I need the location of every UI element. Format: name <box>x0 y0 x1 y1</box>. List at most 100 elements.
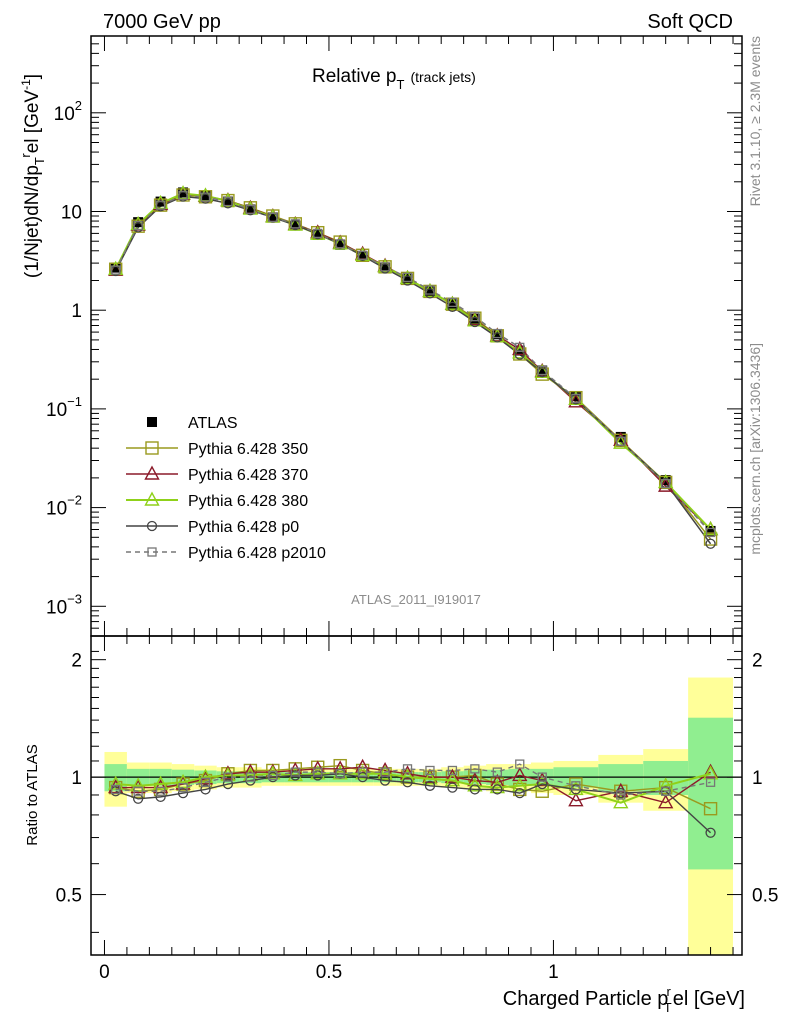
legend-entry: Pythia 6.428 380 <box>126 491 308 510</box>
ratio-y-tick-label: 2 <box>71 651 82 672</box>
ratio-point <box>178 782 188 793</box>
data-point <box>268 212 278 223</box>
ratio-point <box>333 758 347 773</box>
legend-marker <box>147 547 157 557</box>
main-y-tick-label: 1 <box>71 301 82 322</box>
legend-marker <box>145 441 159 455</box>
ratio-point <box>661 786 671 796</box>
ratio-point <box>220 766 236 782</box>
main-ylabel: (1/Njet)dN/dpTrel [GeV-1] <box>18 74 47 278</box>
ratio-ylabel: Ratio to ATLAS <box>24 744 41 845</box>
data-point <box>267 212 278 223</box>
ratio-y-tick-label-right: 0.5 <box>752 886 778 907</box>
ratio-y-tick-label-right: 1 <box>752 768 763 789</box>
ratio-uncertainty-bands <box>104 677 734 955</box>
x-tick-label: 0 <box>99 962 110 983</box>
ratio-point <box>155 791 166 803</box>
data-point <box>703 532 718 546</box>
data-point <box>705 525 716 536</box>
data-point <box>616 436 626 446</box>
data-point <box>469 313 480 324</box>
x-axis-label: Charged Particle pr Tel [GeV] <box>503 984 745 1015</box>
data-point <box>705 527 716 538</box>
data-point <box>613 434 629 449</box>
ratio-point <box>512 766 528 782</box>
ratio-point <box>290 767 300 777</box>
legend-entry: Pythia 6.428 p2010 <box>126 545 326 562</box>
ratio-point <box>268 770 278 781</box>
ratio-y-tick-label-right: 2 <box>752 651 763 672</box>
ratio-point <box>470 764 480 774</box>
data-point <box>245 204 256 215</box>
legend-label: ATLAS <box>188 415 238 432</box>
band-inner-bin <box>688 717 734 870</box>
legend-entry: Pythia 6.428 370 <box>126 465 308 484</box>
axes: 10−3 10−2 10−1 1 10 102 0 0.5 1 0.5 0.5 1 1 2 2 <box>46 35 778 983</box>
ratio-point <box>568 792 584 807</box>
side-label-top: Rivet 3.1.10, ≥ 2.3M events <box>747 36 763 206</box>
ratio-point <box>133 786 143 796</box>
data-point <box>512 341 528 356</box>
legend-label: Pythia 6.428 370 <box>188 467 308 484</box>
legend: ATLAS Pythia 6.428 350 Pythia 6.428 370 Pyt… <box>126 415 326 562</box>
data-point <box>537 365 548 376</box>
ratio-point <box>537 778 548 790</box>
ratio-point <box>222 778 234 790</box>
data-point <box>290 220 301 231</box>
series-4-line <box>115 195 712 545</box>
legend-label: Pythia 6.428 350 <box>188 441 308 458</box>
ratio-point <box>377 765 393 780</box>
ratio-point <box>424 780 436 791</box>
ratio-point <box>108 775 124 790</box>
ratio-point <box>444 768 461 783</box>
ratio-point <box>422 770 438 785</box>
analysis-label: ATLAS_2011_I919017 <box>351 592 481 607</box>
ratio-point <box>380 767 390 777</box>
data-point <box>312 229 323 240</box>
data-point <box>658 477 674 492</box>
ratio-point <box>422 768 438 783</box>
ratio-point <box>155 786 166 796</box>
data-point <box>425 285 435 295</box>
data-point <box>514 349 525 360</box>
data-point <box>402 273 413 284</box>
ratio-point <box>514 787 525 799</box>
data-point <box>335 239 346 250</box>
x-tick-label: 0.5 <box>316 962 342 983</box>
ratio-point <box>200 784 211 795</box>
ratio-point <box>702 763 719 778</box>
data-point <box>661 478 671 489</box>
ratio-point <box>265 765 281 780</box>
ratio-point <box>658 794 674 809</box>
main-title: Relative pT (track jets) <box>312 66 476 92</box>
ratio-point <box>705 777 716 787</box>
ratio-frame <box>90 635 743 956</box>
ratio-point <box>223 772 233 782</box>
legend-entry: Pythia 6.428 p0 <box>126 519 299 536</box>
data-point <box>537 365 547 376</box>
data-point <box>469 316 481 328</box>
ratio-point <box>132 793 144 804</box>
data-point <box>335 239 345 249</box>
data-point <box>447 297 458 308</box>
data-point <box>568 393 584 408</box>
legend-marker <box>147 417 157 427</box>
data-point <box>492 328 502 339</box>
ratio-point <box>467 777 483 792</box>
legend-entry: Pythia 6.428 350 <box>126 441 308 458</box>
main-series <box>108 185 719 549</box>
ratio-point <box>616 790 626 800</box>
data-point <box>222 196 233 207</box>
data-point <box>380 262 391 273</box>
data-point <box>380 262 390 272</box>
ratio-point <box>613 794 629 809</box>
ratio-point <box>447 782 458 793</box>
data-point <box>223 196 233 207</box>
data-point <box>133 220 143 231</box>
data-point <box>357 250 368 260</box>
ratio-point <box>313 767 323 777</box>
legend-marker <box>144 491 160 506</box>
ratio-point <box>705 827 716 838</box>
ratio-point <box>200 777 211 787</box>
